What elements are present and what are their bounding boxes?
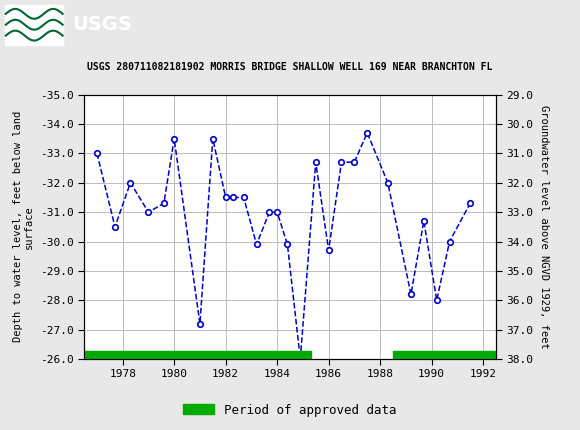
Text: USGS: USGS	[72, 15, 132, 34]
Text: USGS 280711082181902 MORRIS BRIDGE SHALLOW WELL 169 NEAR BRANCHTON FL: USGS 280711082181902 MORRIS BRIDGE SHALL…	[88, 61, 492, 72]
Y-axis label: Depth to water level, feet below land
surface: Depth to water level, feet below land su…	[13, 111, 34, 342]
Y-axis label: Groundwater level above NGVD 1929, feet: Groundwater level above NGVD 1929, feet	[539, 105, 549, 349]
Bar	[5, 5, 63, 45]
Legend: Period of approved data: Period of approved data	[178, 399, 402, 421]
